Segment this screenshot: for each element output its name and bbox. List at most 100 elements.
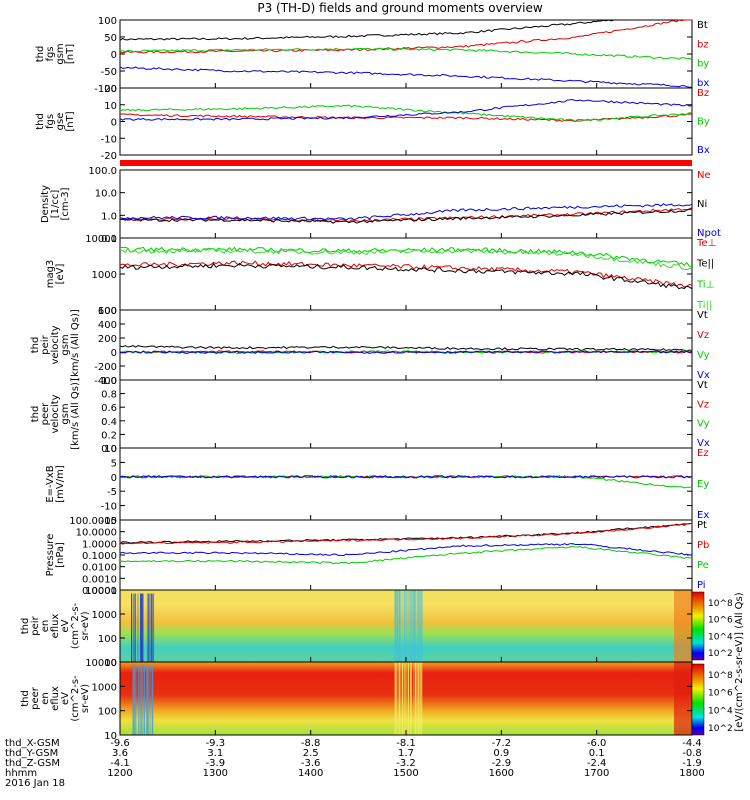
y-tick-label: 0.4 bbox=[101, 417, 117, 428]
y-tick-label: 0 bbox=[111, 50, 117, 61]
y-tick-label: 10 bbox=[104, 444, 117, 455]
series-line-Npot bbox=[119, 203, 693, 221]
y-axis-label: thdfgsgsm[nT] bbox=[35, 43, 76, 64]
y-tick-label: 0.1 bbox=[101, 234, 117, 245]
x-row-value: 1.7 bbox=[398, 748, 414, 759]
panel-frame bbox=[119, 309, 693, 381]
colorbar bbox=[691, 663, 705, 736]
legend-entry: Ne bbox=[697, 170, 711, 181]
y-tick-label: 1.0 bbox=[101, 376, 117, 387]
series-line-Pe bbox=[119, 545, 693, 565]
legend-entry: Vx bbox=[697, 370, 710, 381]
legend-entry: Vy bbox=[697, 419, 710, 430]
x-row-value: 3.1 bbox=[207, 748, 223, 759]
series-line-bz bbox=[119, 19, 692, 54]
x-row-value: 1300 bbox=[203, 768, 228, 779]
legend-entry: Pt bbox=[697, 520, 707, 531]
y-tick-label: -10 bbox=[101, 502, 117, 513]
series-line-Vx bbox=[119, 350, 693, 355]
legend-entry: Ex bbox=[697, 510, 709, 521]
series-line-by bbox=[119, 47, 693, 61]
y-tick-label: 600 bbox=[98, 306, 117, 317]
colorbar-tick-label: 10^2 bbox=[708, 724, 733, 734]
y-tick-label: 10000 bbox=[85, 658, 117, 669]
series-line-Ne bbox=[119, 207, 693, 223]
y-axis-label: thdpeirenefluxeV(cm^2-s-sr-eV) bbox=[20, 602, 91, 649]
colorbars: 10^8 10^6 10^4 10^2 10^8 10^6 10^4 10^2 [eV/(cm^… bbox=[691, 591, 745, 736]
legend-entry: Vz bbox=[697, 330, 709, 341]
x-row-value: -0.8 bbox=[682, 748, 702, 759]
legend-entry: Ey bbox=[697, 479, 709, 490]
legend-entry: Bt bbox=[697, 20, 708, 31]
x-row-value: -4.4 bbox=[682, 738, 702, 749]
colorbar-tick-label: 10^4 bbox=[708, 706, 733, 716]
y-tick-label: -15 bbox=[101, 516, 117, 527]
colorbar-tick-label: 10^6 bbox=[708, 689, 733, 699]
y-tick-label: 0.0100 bbox=[82, 563, 117, 574]
y-tick-label: 0 bbox=[111, 348, 117, 359]
y-tick-label: 10 bbox=[104, 731, 117, 742]
y-tick-label: 10.0 bbox=[95, 189, 117, 200]
x-row-value: -3.9 bbox=[206, 758, 226, 769]
legend-entry: Ti|| bbox=[696, 300, 712, 311]
panel-frame bbox=[119, 19, 693, 89]
y-axis-label: mag3[eV] bbox=[45, 260, 66, 289]
y-tick-label: 0.2 bbox=[101, 430, 117, 441]
x-row-value: -6.0 bbox=[587, 738, 607, 749]
x-row-value: -9.3 bbox=[206, 738, 226, 749]
series-line-Bt bbox=[119, 19, 692, 41]
x-row-value: -3.2 bbox=[396, 758, 416, 769]
panel-frame bbox=[119, 169, 693, 239]
y-axis-label: Pressure[nPa] bbox=[45, 534, 66, 577]
y-tick-label: 400 bbox=[98, 320, 117, 331]
y-tick-label: 0 bbox=[111, 473, 117, 484]
panel-8: 100.000010.00001.00000.10000.01000.00100… bbox=[45, 516, 709, 597]
panels: 100500-50-100thdfgsgsm[nT]Btbzbybx20100-… bbox=[20, 16, 721, 742]
colorbar-tick-label: 10^2 bbox=[708, 649, 733, 659]
y-tick-label: 1.0 bbox=[101, 211, 117, 222]
panel-frame bbox=[119, 87, 693, 156]
spectrogram-edge bbox=[674, 662, 692, 735]
y-tick-label: 1.0000 bbox=[82, 539, 117, 550]
x-row-value: 1600 bbox=[489, 768, 514, 779]
series-line-Ti|| bbox=[119, 247, 693, 271]
x-row-value: 0.9 bbox=[493, 748, 509, 759]
series-line-Bx bbox=[119, 98, 693, 121]
y-tick-label: -20 bbox=[101, 151, 117, 162]
colorbar-tick-label: 10^4 bbox=[708, 632, 733, 642]
x-row-value: -1.9 bbox=[682, 758, 702, 769]
y-axis-label: thdpeerenefluxeV(cm^2-s-sr-eV) bbox=[20, 675, 91, 722]
series-line-bx bbox=[119, 66, 692, 88]
y-tick-label: 100.0000 bbox=[69, 516, 117, 527]
panel-10: 10000 1000 100 10 thdpeerenefluxeV(cm^2-s-sr… bbox=[20, 658, 693, 742]
y-tick-label: 200 bbox=[98, 334, 117, 345]
legend-entry: bx bbox=[697, 78, 709, 89]
x-row-value: 1500 bbox=[393, 768, 418, 779]
legend-entry: Vx bbox=[697, 438, 710, 449]
series-line-Vt bbox=[119, 345, 693, 352]
x-row-value: -2.4 bbox=[587, 758, 607, 769]
legend-entry: Pb bbox=[697, 540, 709, 551]
y-tick-label: 0.1000 bbox=[82, 551, 117, 562]
legend-entry: by bbox=[697, 59, 709, 70]
panel-6: 1.0 0.8 0.6 0.4 0.2 0.0 thdpeervelocitygsm[km/… bbox=[30, 376, 710, 455]
y-tick-label: 10000 bbox=[85, 234, 117, 245]
colorbar-label: [eV/(cm^2-s-sr-eV)] (All Qs) bbox=[734, 592, 745, 731]
y-tick-label: -5 bbox=[107, 487, 117, 498]
x-row-value: 1400 bbox=[298, 768, 323, 779]
series-line-Pt bbox=[119, 523, 692, 544]
y-axis-label: thdpeirvelocitygsm[km/s (All Qs)] bbox=[30, 309, 81, 381]
y-tick-label: 20 bbox=[104, 84, 117, 95]
date-label: 2016 Jan 18 bbox=[5, 778, 65, 789]
panel-9: 10000 1000 100 10 thdpeirenefluxeV(cm^2-s-sr… bbox=[20, 586, 693, 669]
panel-frame bbox=[119, 447, 693, 521]
y-tick-label: 1000 bbox=[92, 270, 117, 281]
y-tick-label: 0.0001 bbox=[82, 586, 117, 597]
y-tick-label: -100 bbox=[94, 84, 117, 95]
x-row-value: 0.1 bbox=[589, 748, 605, 759]
legend-entry: Bx bbox=[697, 145, 710, 156]
y-tick-label: 100.0 bbox=[88, 166, 117, 177]
legend-entry: By bbox=[697, 117, 710, 128]
series-line-By bbox=[119, 104, 693, 122]
series-line-Bz bbox=[119, 113, 693, 123]
